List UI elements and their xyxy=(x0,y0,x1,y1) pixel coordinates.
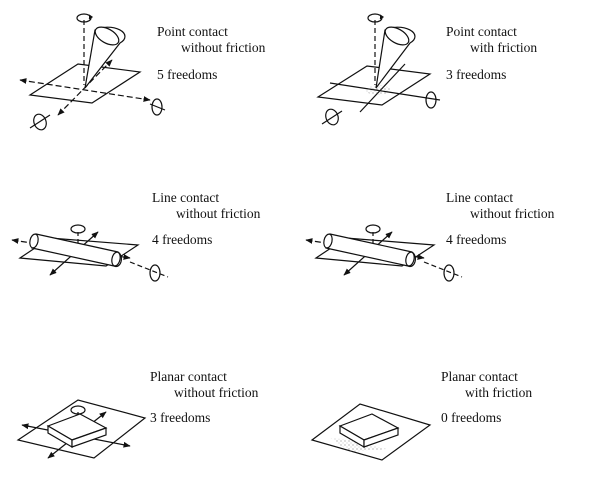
cell-1-freedoms: 5 freedoms xyxy=(157,67,218,82)
rotation-arrow-vertical xyxy=(70,224,86,234)
cell-2-title-line2: with friction xyxy=(470,40,538,55)
point-contact-friction-figure xyxy=(316,13,441,126)
cell-4-title-line1: Line contact xyxy=(446,190,514,205)
block-side xyxy=(363,427,399,448)
cell-1-title-line1: Point contact xyxy=(157,24,228,39)
friction-patch xyxy=(330,438,386,452)
cell-6-title: Planar contact with friction xyxy=(441,369,532,401)
cell-5-freedoms: 3 freedoms xyxy=(150,410,211,425)
cell-3-title-line2: without friction xyxy=(176,206,261,221)
cell-6-title-line2: with friction xyxy=(465,385,533,400)
planar-contact-frictionless-figure xyxy=(16,399,147,459)
cell-1-title: Point contact without friction xyxy=(157,24,265,56)
cell-4-freedoms: 4 freedoms xyxy=(446,232,507,247)
rotation-arrow-x xyxy=(325,108,339,126)
point-contact-frictionless-figure xyxy=(19,13,166,131)
cell-5-title: Planar contact without friction xyxy=(150,369,258,401)
block-side xyxy=(71,427,107,448)
contact-plane xyxy=(28,63,142,104)
cell-2-freedoms: 3 freedoms xyxy=(446,67,507,82)
cell-1-title-line2: without friction xyxy=(181,40,266,55)
cell-4-title: Line contact without friction xyxy=(446,190,554,222)
rotation-arrow-y xyxy=(151,98,163,116)
rotation-arrow-x xyxy=(33,113,47,131)
rotation-arrow-y xyxy=(425,91,437,109)
cell-5-title-line1: Planar contact xyxy=(150,369,227,384)
rotation-arrow-vertical xyxy=(365,224,381,234)
line-contact-frictionless-figure-2 xyxy=(305,224,463,282)
rotation-arrow-axis xyxy=(443,264,455,282)
cell-2-title: Point contact with friction xyxy=(446,24,537,56)
cell-6-freedoms: 0 freedoms xyxy=(441,410,502,425)
line-contact-frictionless-figure xyxy=(11,224,169,282)
rotation-arrow-axis xyxy=(149,264,161,282)
cell-5-title-line2: without friction xyxy=(174,385,259,400)
cell-2-title-line1: Point contact xyxy=(446,24,517,39)
cell-3-title: Line contact without friction xyxy=(152,190,260,222)
cell-3-title-line1: Line contact xyxy=(152,190,220,205)
planar-contact-friction-figure xyxy=(310,403,432,461)
rotation-arrow-vertical xyxy=(70,405,86,415)
cell-6-title-line1: Planar contact xyxy=(441,369,518,384)
cell-4-title-line2: without friction xyxy=(470,206,555,221)
cell-3-freedoms: 4 freedoms xyxy=(152,232,213,247)
friction-patch xyxy=(366,85,390,95)
